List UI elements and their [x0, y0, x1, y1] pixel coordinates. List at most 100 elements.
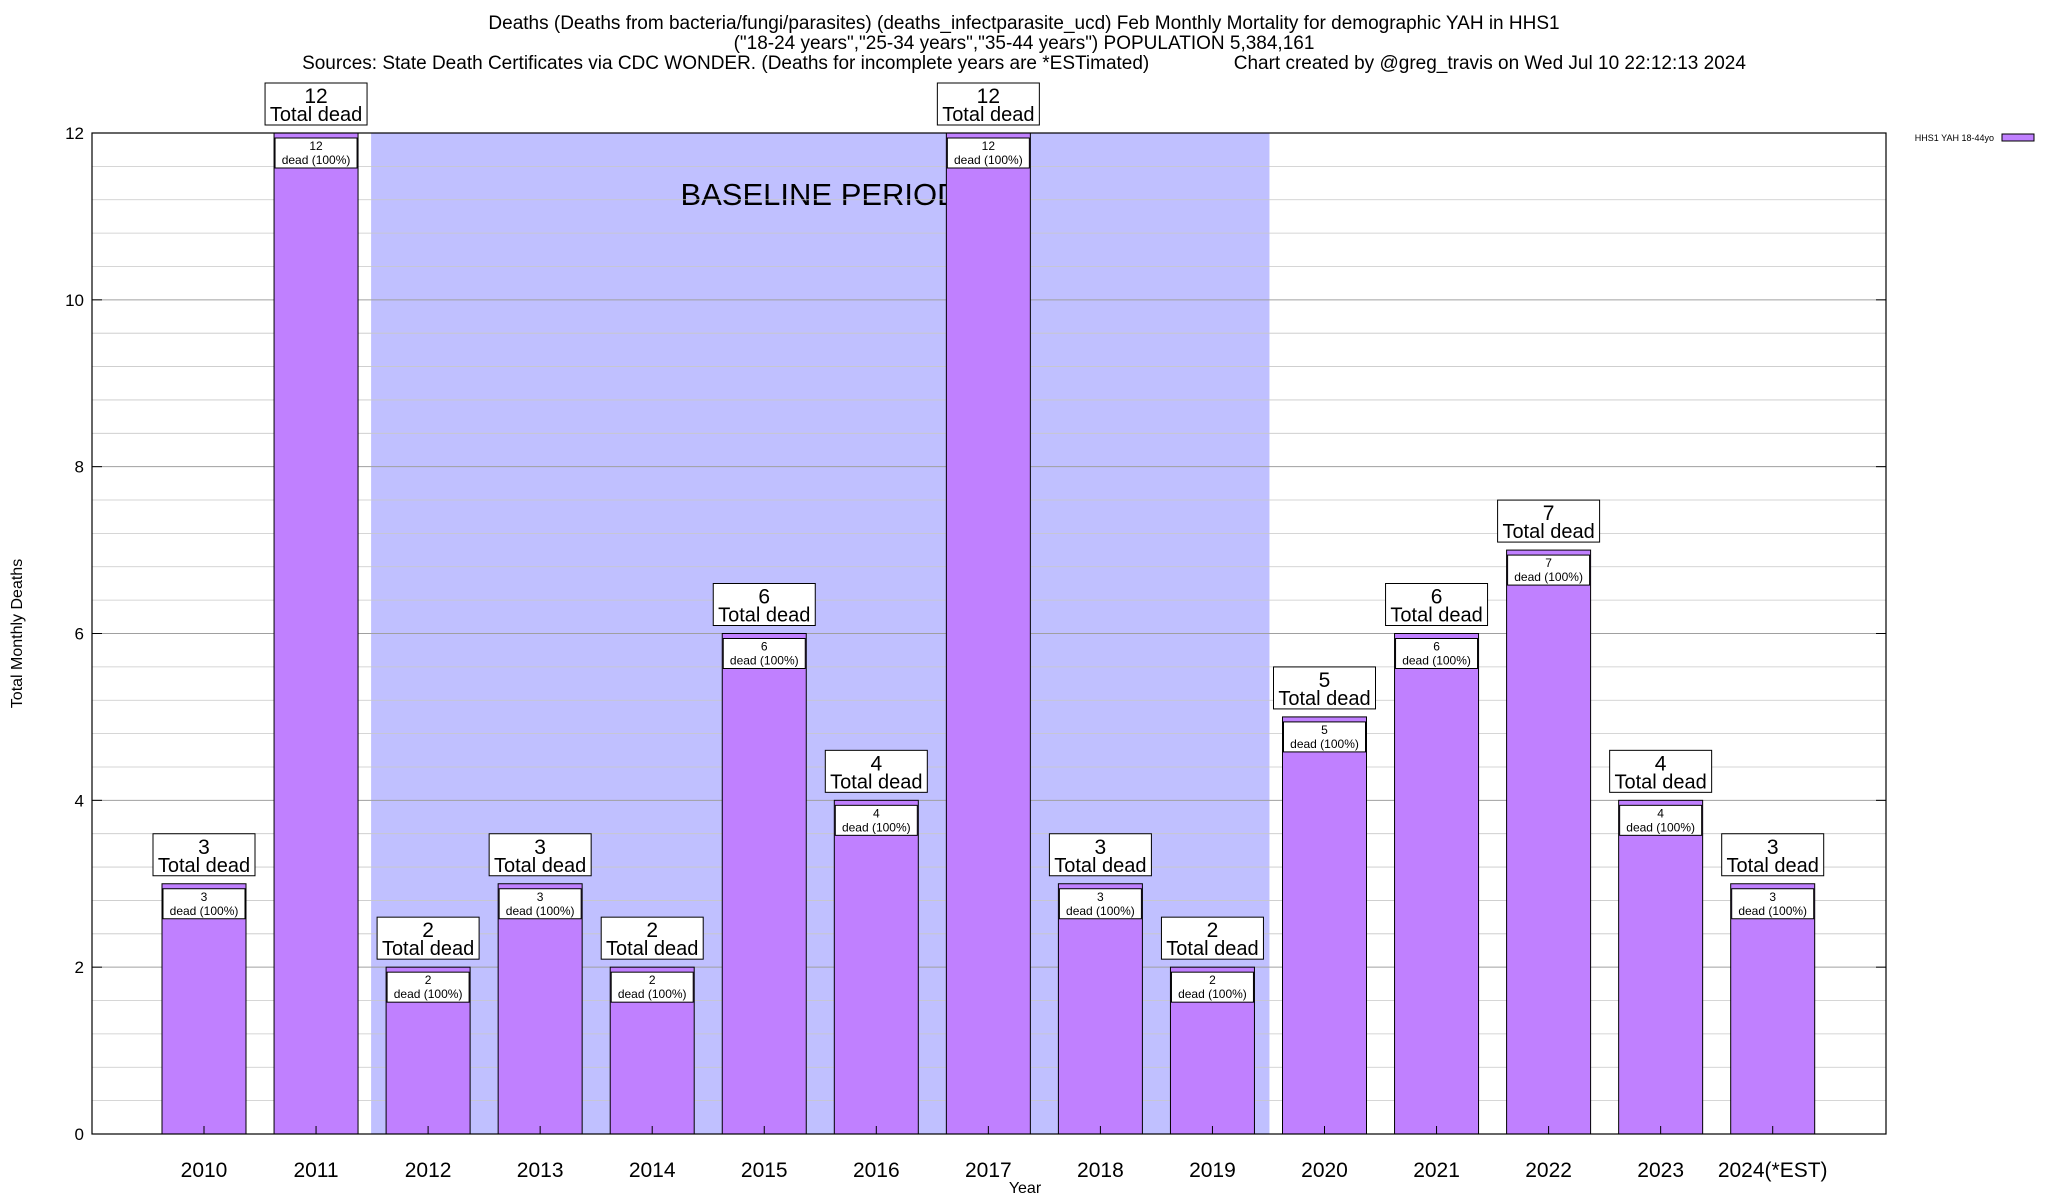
total-dead-label: Total dead [1727, 855, 1819, 877]
total-label-box [712, 583, 816, 626]
bar-value-label: 12 [309, 139, 323, 153]
total-dead-label: Total dead [494, 855, 586, 877]
bar-percent-label: dead (100%) [1290, 737, 1359, 751]
x-tick-label: 2016 [853, 1159, 900, 1182]
bar-percent-label: dead (100%) [170, 904, 239, 918]
bar-percent-label: dead (100%) [1738, 904, 1807, 918]
total-dead-label: Total dead [1390, 605, 1482, 627]
bar-value-box [386, 971, 470, 1003]
bar-value-box [274, 137, 358, 169]
total-label-box [1609, 749, 1713, 793]
bar-percent-label: dead (100%) [1178, 987, 1247, 1001]
total-dead-label: Total dead [270, 104, 362, 126]
x-tick-label: 2011 [293, 1159, 338, 1182]
chart-title-line-2: ("18-24 years","25-34 years","35-44 year… [733, 33, 1315, 54]
y-tick-label: 8 [75, 458, 84, 477]
bar-value-box [1395, 638, 1479, 669]
total-dead-label: Total dead [1502, 521, 1594, 543]
bar-value-label: 3 [1097, 890, 1104, 904]
bar-2016 [833, 799, 919, 1135]
total-value-label: 3 [1095, 836, 1107, 859]
bar-value-box [1731, 888, 1815, 920]
total-label-box [1497, 499, 1601, 543]
total-dead-label: Total dead [830, 771, 922, 793]
bar-value-box [1619, 804, 1703, 836]
bar-2023 [1618, 799, 1704, 1135]
bar-percent-label: dead (100%) [730, 654, 799, 668]
bar-value-box [162, 888, 246, 920]
bar-value-label: 7 [1545, 556, 1552, 570]
x-axis-label: Year [1009, 1180, 1042, 1197]
y-tick-label: 6 [75, 625, 84, 644]
total-label-box [600, 916, 704, 960]
bar-value-label: 6 [1433, 640, 1440, 654]
x-tick-label: 2023 [1637, 1159, 1684, 1182]
bar-value-box [722, 638, 806, 669]
bar-percent-label: dead (100%) [506, 904, 575, 918]
total-value-label: 5 [1319, 669, 1331, 692]
total-value-label: 12 [304, 85, 327, 108]
bar-2020 [1282, 716, 1367, 1135]
x-tick-label: 2010 [181, 1159, 228, 1182]
bar-value-label: 5 [1321, 723, 1328, 737]
total-value-label: 7 [1543, 502, 1555, 525]
legend-label: HHS1 YAH 18-44yo [1915, 133, 1994, 143]
total-label-box [1160, 916, 1264, 960]
bar-percent-label: dead (100%) [394, 987, 463, 1001]
x-tick-label: 2020 [1301, 1159, 1348, 1182]
y-tick-label: 0 [75, 1125, 84, 1144]
bar-percent-label: dead (100%) [618, 987, 687, 1001]
x-tick-label: 2017 [965, 1159, 1012, 1182]
bar-value-box [498, 888, 582, 920]
total-dead-label: Total dead [1615, 771, 1707, 793]
bar-2017 [945, 132, 1031, 1135]
bar-value-box [1283, 721, 1366, 753]
total-label-box [936, 82, 1040, 126]
y-axis-label: Total Monthly Deaths [9, 559, 26, 708]
bar-value-label: 3 [1769, 890, 1776, 904]
total-label-box [824, 749, 928, 793]
bar-value-label: 4 [873, 806, 880, 820]
bar-percent-label: dead (100%) [842, 820, 911, 834]
x-tick-label: 2014 [629, 1159, 676, 1182]
total-value-label: 2 [1207, 919, 1219, 942]
total-label-box [488, 833, 592, 877]
bar-value-box [1170, 971, 1254, 1003]
bar-percent-label: dead (100%) [1626, 820, 1695, 834]
total-value-label: 2 [422, 919, 434, 942]
legend-swatch [2001, 133, 2035, 142]
total-value-label: 3 [198, 836, 210, 859]
total-dead-label: Total dead [1054, 855, 1146, 877]
bar-percent-label: dead (100%) [282, 153, 351, 167]
bar-value-label: 2 [1209, 973, 1216, 987]
total-label-box [1721, 833, 1825, 877]
total-dead-label: Total dead [942, 104, 1034, 126]
bar-value-box [834, 804, 918, 836]
bar-2024(*EST) [1730, 883, 1816, 1135]
x-tick-label: 2024(*EST) [1718, 1159, 1828, 1182]
total-label-box [152, 833, 256, 877]
bar-2022 [1506, 549, 1592, 1135]
x-tick-label: 2021 [1413, 1159, 1460, 1182]
x-tick-label: 2015 [741, 1159, 788, 1182]
chart-title-line-3: Sources: State Death Certificates via CD… [302, 53, 1746, 74]
y-tick-label: 2 [75, 958, 84, 977]
bar-2021 [1394, 633, 1480, 1135]
y-tick-label: 4 [75, 791, 84, 810]
bar-value-box [946, 137, 1030, 169]
bar-value-label: 2 [425, 973, 432, 987]
total-value-label: 4 [1655, 752, 1667, 775]
x-tick-label: 2013 [517, 1159, 564, 1182]
x-tick-label: 2019 [1189, 1159, 1236, 1182]
bar-value-box [610, 971, 694, 1003]
total-dead-label: Total dead [718, 605, 810, 627]
total-dead-label: Total dead [1166, 938, 1258, 960]
total-value-label: 3 [534, 836, 546, 859]
bar-value-label: 3 [537, 890, 544, 904]
bar-2011 [273, 132, 359, 1135]
bar-2013 [497, 883, 583, 1135]
total-label-box [1048, 833, 1152, 877]
x-tick-label: 2018 [1077, 1159, 1124, 1182]
bar-value-label: 3 [201, 890, 208, 904]
